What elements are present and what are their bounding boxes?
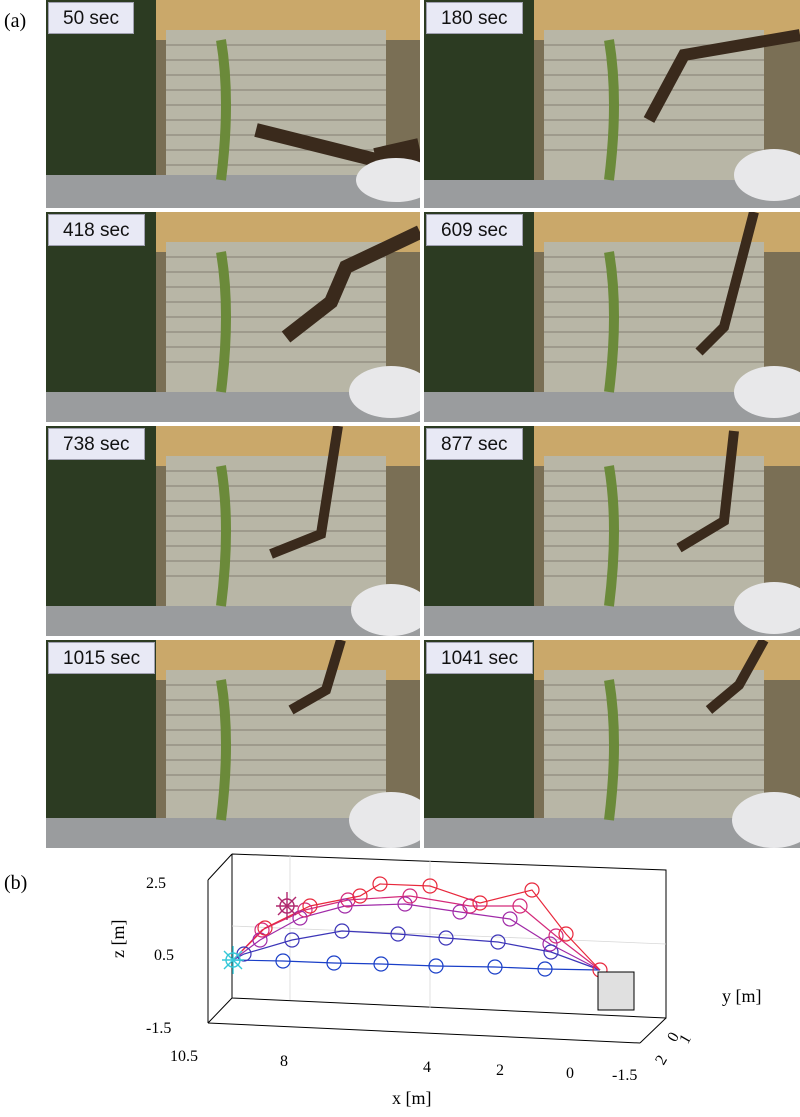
joint-marker bbox=[297, 902, 313, 918]
joint-marker bbox=[558, 926, 574, 942]
x-tick-label: -1.5 bbox=[612, 1067, 637, 1084]
joint-marker bbox=[275, 953, 291, 969]
x-tick-label: 8 bbox=[280, 1053, 288, 1070]
x-axis-line bbox=[207, 1022, 641, 1044]
axes-box-edge bbox=[207, 997, 233, 1024]
joint-marker bbox=[390, 926, 406, 942]
joint-marker bbox=[397, 896, 413, 912]
z-tick-label: 0.5 bbox=[154, 947, 174, 964]
frame-photo: 418 sec bbox=[46, 212, 420, 422]
time-label: 418 sec bbox=[48, 214, 145, 246]
frame-scene bbox=[46, 640, 420, 848]
arm-configuration-line bbox=[232, 903, 601, 971]
joint-marker bbox=[257, 920, 273, 936]
z-tick-label: -1.5 bbox=[146, 1020, 171, 1037]
z-axis-label: z [m] bbox=[108, 920, 128, 958]
joint-marker bbox=[373, 956, 389, 972]
frame-photo: 1015 sec bbox=[46, 640, 420, 848]
z-tick-label: 2.5 bbox=[146, 875, 166, 892]
joint-marker bbox=[292, 910, 308, 926]
start-star-marker bbox=[222, 946, 244, 974]
joint-marker bbox=[302, 898, 318, 914]
y-axis-line bbox=[639, 1017, 667, 1044]
frame-photo: 180 sec bbox=[424, 0, 800, 208]
joint-marker bbox=[284, 932, 300, 948]
arm-configuration-line bbox=[232, 930, 601, 971]
arm-configuration-line bbox=[232, 959, 601, 971]
x-tick-label: 4 bbox=[423, 1059, 431, 1076]
robot-base-box bbox=[597, 971, 635, 1011]
trajectory-plot-svg: 2.5 0.5 -1.5 z [m] 10.5 8 4 2 0 -1.5 x [… bbox=[108, 853, 762, 1108]
joint-marker bbox=[254, 922, 270, 938]
time-label: 50 sec bbox=[48, 2, 134, 34]
arm-configuration-line bbox=[232, 895, 601, 971]
panel-b-label: (b) bbox=[4, 872, 28, 894]
frame-photo: 50 sec bbox=[46, 0, 420, 208]
time-label: 877 sec bbox=[426, 428, 523, 460]
axes-box-edge bbox=[207, 853, 233, 881]
joint-marker bbox=[402, 888, 418, 904]
joint-marker bbox=[472, 895, 488, 911]
target-star-marker bbox=[276, 892, 298, 920]
joint-marker bbox=[334, 923, 350, 939]
frame-photo: 877 sec bbox=[424, 426, 800, 636]
time-label: 738 sec bbox=[48, 428, 145, 460]
joint-marker bbox=[372, 876, 388, 892]
y-tick-label: 2 bbox=[652, 1053, 671, 1068]
time-label: 609 sec bbox=[426, 214, 523, 246]
joint-marker bbox=[487, 959, 503, 975]
joint-marker bbox=[548, 928, 564, 944]
joint-marker bbox=[502, 911, 518, 927]
x-tick-label: 10.5 bbox=[170, 1048, 198, 1065]
x-tick-label: 0 bbox=[566, 1065, 574, 1082]
joint-marker bbox=[490, 934, 506, 950]
joint-marker bbox=[524, 882, 540, 898]
joint-marker bbox=[352, 888, 368, 904]
joint-marker bbox=[542, 936, 558, 952]
frame-photo: 1041 sec bbox=[424, 640, 800, 848]
photo-grid: 50 sec 180 sec bbox=[46, 0, 800, 848]
joint-marker bbox=[340, 892, 356, 908]
joint-marker bbox=[462, 898, 478, 914]
joint-marker bbox=[428, 958, 444, 974]
joint-marker bbox=[438, 930, 454, 946]
time-label: 1041 sec bbox=[426, 642, 534, 674]
joint-marker bbox=[543, 944, 559, 960]
frame-scene bbox=[424, 640, 800, 848]
x-axis-label: x [m] bbox=[392, 1088, 432, 1108]
joint-marker bbox=[537, 961, 553, 977]
frame-photo: 609 sec bbox=[424, 212, 800, 422]
frame-photo: 738 sec bbox=[46, 426, 420, 636]
frame-scene bbox=[46, 426, 420, 636]
x-tick-label: 2 bbox=[496, 1062, 504, 1079]
joint-marker bbox=[512, 898, 528, 914]
time-label: 1015 sec bbox=[48, 642, 156, 674]
joint-marker bbox=[326, 955, 342, 971]
trajectory-plot: 2.5 0.5 -1.5 z [m] 10.5 8 4 2 0 -1.5 x [… bbox=[0, 848, 800, 1112]
panel-a-label: (a) bbox=[4, 10, 27, 32]
joint-marker bbox=[422, 878, 438, 894]
y-axis-label: y [m] bbox=[722, 986, 762, 1006]
frame-scene bbox=[424, 0, 800, 208]
time-label: 180 sec bbox=[426, 2, 523, 34]
